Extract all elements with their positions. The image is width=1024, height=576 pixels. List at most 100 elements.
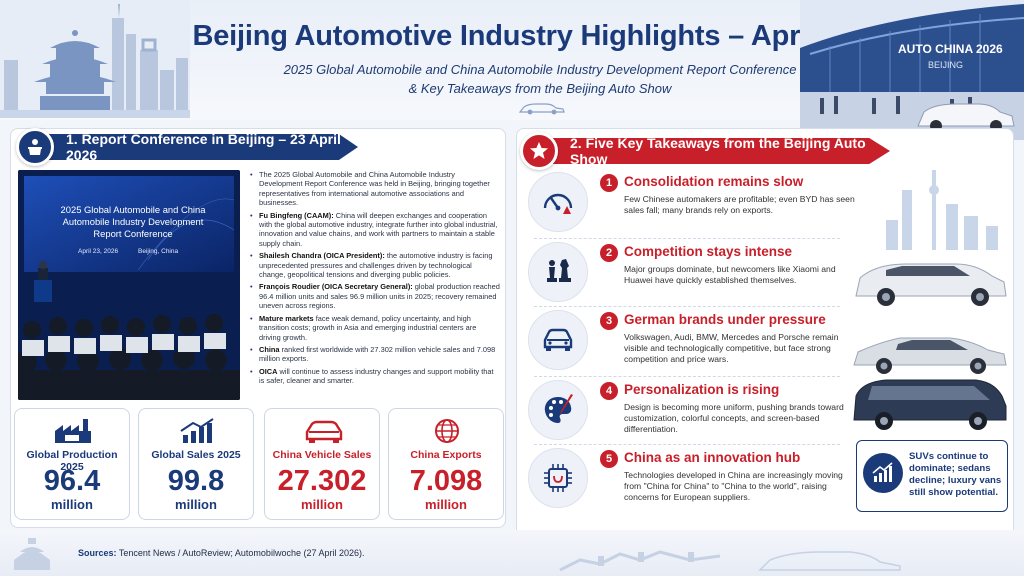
screen-place: Beijing, China <box>138 248 179 255</box>
stat-value: 99.8 <box>167 465 225 497</box>
stat-unit: million <box>175 497 217 512</box>
takeaway-number: 5 <box>600 450 618 468</box>
bullet-lead: Shailesh Chandra (OICA President): <box>259 251 385 261</box>
conference-photo: 2025 Global Automobile and China Automob… <box>18 170 240 400</box>
section-2-heading: 2. Five Key Takeaways from the Beijing A… <box>544 138 890 164</box>
conference-bullet: Shailesh Chandra (OICA President): the a… <box>250 251 500 279</box>
takeaway-text: Few Chinese automakers are profitable; e… <box>624 194 855 215</box>
bullet-text: face weak demand, policy uncertainty, an… <box>259 313 477 342</box>
car-icon <box>305 420 343 443</box>
stat-label: China Vehicle Sales <box>272 449 372 461</box>
bullet-lead: OICA <box>259 366 278 376</box>
takeaway-text: Design is becoming more uniform, pushing… <box>624 402 844 434</box>
conference-bullet: China ranked first worldwide with 27.302… <box>250 345 500 364</box>
takeaway-item: 5 China as an innovation hub Technologie… <box>520 448 843 512</box>
stat-card-china-vehicle-sales: China Vehicle Sales 27.302 million <box>264 408 380 520</box>
takeaway-text: Major groups dominate, but newcomers lik… <box>624 264 836 285</box>
footer <box>0 530 1024 576</box>
chip-icon <box>528 448 588 508</box>
vehicle-trend-note: SUVs continue to dominate; sedans declin… <box>856 440 1008 512</box>
bullet-lead: China <box>259 344 280 354</box>
stat-card-global-sales: Global Sales 2025 99.8 million <box>138 408 254 520</box>
conference-bullet: Fu Bingfeng (CAAM): China will deepen ex… <box>250 211 500 249</box>
speaker-podium-icon <box>16 128 54 166</box>
stat-unit: million <box>301 497 343 512</box>
bullet-lead: François Roudier (OICA Secretary General… <box>259 282 413 292</box>
car-outline-icon <box>518 103 565 115</box>
footer-landmarks-illustration <box>14 538 901 572</box>
takeaway-title: Consolidation remains slow <box>624 174 804 189</box>
stat-unit: million <box>425 497 467 512</box>
beijing-skyline-illustration <box>0 0 190 118</box>
stat-value: 7.098 <box>409 465 483 497</box>
section-2-heading-text: 2. Five Key Takeaways from the Beijing A… <box>570 135 866 167</box>
chess-icon <box>528 242 588 302</box>
stat-unit: million <box>51 497 93 512</box>
conference-bullet: OICA will continue to assess industry ch… <box>250 367 500 386</box>
takeaway-text: Technologies developed in China are incr… <box>624 470 843 502</box>
takeaway-item: 1 Consolidation remains slow Few Chinese… <box>520 172 855 236</box>
suv-illustration <box>855 263 1007 306</box>
sedan-illustration <box>853 337 1007 374</box>
takeaway-title: Competition stays intense <box>624 244 793 259</box>
auto-show-sign: AUTO CHINA 2026 <box>898 42 1003 56</box>
star-icon <box>520 132 558 170</box>
bullet-text: the automotive industry is facing unprec… <box>259 251 493 280</box>
subtitle-line-2: & Key Takeaways from the Beijing Auto Sh… <box>408 81 672 96</box>
vehicle-trend-text: SUVs continue to dominate; sedans declin… <box>909 451 1002 498</box>
auto-show-city: BEIJING <box>928 60 964 70</box>
conference-bullet: Mature markets face weak demand, policy … <box>250 314 500 342</box>
screen-date: April 23, 2026 <box>78 248 119 255</box>
screen-title: 2025 Global Automobile and China Automob… <box>60 204 206 239</box>
conference-bullet: The 2025 Global Automobile and China Aut… <box>250 170 500 208</box>
stat-value: 96.4 <box>43 465 101 497</box>
takeaway-title: German brands under pressure <box>624 312 826 327</box>
stat-label: Global Production 2025 <box>26 449 118 473</box>
section-1-heading: 1. Report Conference in Beijing – 23 Apr… <box>40 134 358 160</box>
takeaway-item: 2 Competition stays intense Major groups… <box>520 242 840 306</box>
bullet-lead: Fu Bingfeng (CAAM): <box>259 210 334 220</box>
takeaway-number: 3 <box>600 312 618 330</box>
auto-show-hall-illustration: AUTO CHINA 2026 BEIJING <box>800 0 1024 140</box>
sources-text: Tencent News / AutoReview; Automobilwoch… <box>118 548 365 558</box>
sources-line: Sources: Tencent News / AutoReview; Auto… <box>78 548 365 558</box>
trend-chart-icon <box>863 453 903 493</box>
takeaway-item: 4 Personalization is rising Design is be… <box>520 380 844 444</box>
car-front-icon <box>528 310 588 370</box>
bullet-text: will continue to assess industry changes… <box>259 366 494 386</box>
takeaway-number: 2 <box>600 244 618 262</box>
takeaway-number: 1 <box>600 174 618 192</box>
stat-card-china-exports: China Exports 7.098 million <box>388 408 504 520</box>
bullet-text: global production reached 96.4 million u… <box>259 282 500 311</box>
takeaway-item: 3 German brands under pressure Volkswage… <box>520 310 840 374</box>
page-subtitle: 2025 Global Automobile and China Automob… <box>230 60 850 98</box>
divider <box>534 444 840 445</box>
divider <box>534 376 840 377</box>
takeaway-number: 4 <box>600 382 618 400</box>
sources-label: Sources: <box>78 548 117 558</box>
takeaway-title: Personalization is rising <box>624 382 780 397</box>
subtitle-line-1: 2025 Global Automobile and China Automob… <box>283 62 797 77</box>
bullet-text: The 2025 Global Automobile and China Aut… <box>259 170 490 208</box>
gauge-icon <box>528 172 588 232</box>
takeaway-text: Volkswagen, Audi, BMW, Mercedes and Pors… <box>624 332 839 364</box>
conference-bullet: François Roudier (OICA Secretary General… <box>250 282 500 310</box>
growth-chart-icon <box>180 418 214 443</box>
stat-label: Global Sales 2025 <box>151 449 241 461</box>
section-1-heading-text: 1. Report Conference in Beijing – 23 Apr… <box>66 131 341 163</box>
luxury-van-illustration <box>853 379 1007 430</box>
page-title: Beijing Automotive Industry Highlights –… <box>192 20 888 52</box>
globe-icon <box>435 419 459 443</box>
bullet-lead: Mature markets <box>259 313 314 323</box>
vehicle-types-illustration <box>853 170 1007 430</box>
factory-icon <box>55 419 91 443</box>
bullet-text: China will deepen exchanges and cooperat… <box>259 210 498 248</box>
divider <box>534 306 840 307</box>
takeaway-title: China as an innovation hub <box>624 450 801 465</box>
conference-bullet-list: The 2025 Global Automobile and China Aut… <box>250 170 500 389</box>
divider <box>534 238 840 239</box>
stat-card-global-production: Global Production 2025 96.4 million <box>14 408 130 520</box>
stat-value: 27.302 <box>277 465 367 497</box>
palette-icon <box>528 380 588 440</box>
